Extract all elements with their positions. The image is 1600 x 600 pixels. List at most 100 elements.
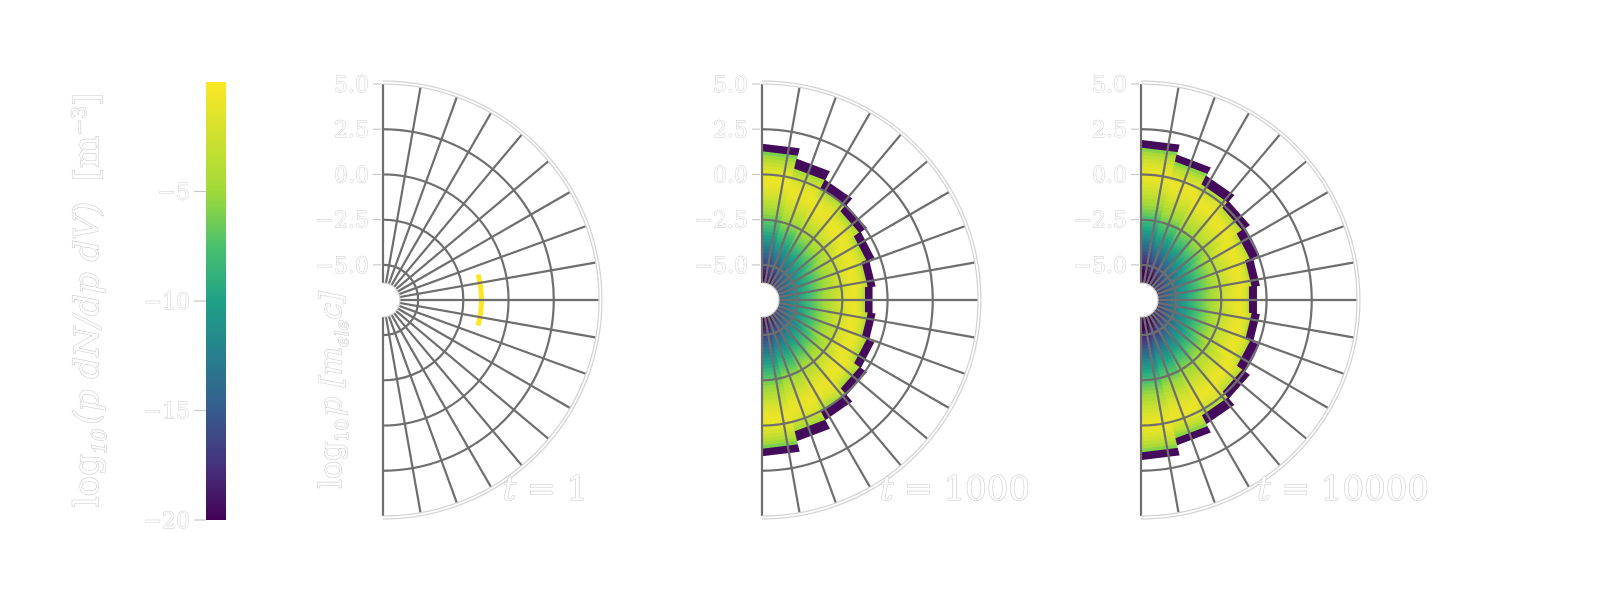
radial-tick-label: 0.0 xyxy=(713,163,748,188)
radial-gridline xyxy=(761,128,934,472)
outer-rim-2 xyxy=(382,80,603,520)
colorbar-tick-label: −5 xyxy=(158,181,190,206)
theta-gridline xyxy=(774,310,929,440)
theta-gridline xyxy=(777,304,966,375)
radial-label-sub2: ele xyxy=(332,320,353,347)
time-annotation-var: t xyxy=(880,469,894,509)
theta-gridline xyxy=(387,96,458,285)
time-annotation: t = 10000 xyxy=(1257,469,1429,509)
colorbar-ticks: −5 −10 −15 −20 xyxy=(143,180,206,534)
radial-gridline xyxy=(761,263,799,337)
heatmap-cell xyxy=(823,179,853,202)
theta-gridline xyxy=(387,315,458,504)
radial-tick-label: 0.0 xyxy=(334,163,369,188)
radial-tick-label: 5.0 xyxy=(1092,73,1127,98)
colorbar-label-expr: (p dN/dp dV) xyxy=(67,202,107,425)
radial-ticks: 5.0 2.5 0.0 −2.5 −5.0 xyxy=(1073,73,1139,279)
radial-label-rest: p [m xyxy=(314,347,349,416)
theta-gridline xyxy=(1151,133,1281,288)
radial-gridline xyxy=(1140,263,1178,337)
radial-axis-label: log10 p [melec] xyxy=(313,291,353,490)
colorbar-label-unit-exp: −3 xyxy=(67,106,91,135)
theta-gridline xyxy=(1157,261,1354,299)
heatmap-cell xyxy=(1204,175,1235,198)
polar-panel-t1000: 5.0 2.5 0.0 −2.5 −5.0 t = 1000 xyxy=(694,73,1031,520)
radial-ticks: 5.0 2.5 0.0 −2.5 −5.0 xyxy=(315,73,381,279)
radial-tick-label: −2.5 xyxy=(316,209,369,234)
theta-gridline xyxy=(1142,316,1180,513)
time-annotation-var: t xyxy=(503,469,517,509)
radial-tick-label: 5.0 xyxy=(713,73,748,98)
theta-gridline xyxy=(774,160,929,290)
radial-gridline xyxy=(1140,128,1313,472)
radial-tick-label: 2.5 xyxy=(1092,118,1127,143)
radial-tick-label: 2.5 xyxy=(334,118,369,143)
colorbar-label-log: log xyxy=(67,454,107,507)
radial-label-end: c] xyxy=(314,291,349,320)
theta-gridline xyxy=(1148,314,1250,488)
colorbar-label-sub: 10 xyxy=(87,428,111,454)
time-annotation: t = 1 xyxy=(503,469,588,509)
theta-gridline xyxy=(399,301,596,339)
polar-grid xyxy=(381,80,603,520)
theta-gridline xyxy=(397,191,571,293)
theta-gridline xyxy=(395,160,550,290)
polar-grid xyxy=(760,80,982,520)
theta-gridline xyxy=(393,133,523,288)
radial-label-log: log xyxy=(314,442,349,489)
colorbar-label-unit-close: ] xyxy=(67,93,107,106)
theta-gridline xyxy=(776,307,950,409)
inner-rim xyxy=(761,282,780,318)
radial-gridline xyxy=(761,173,889,427)
theta-gridline xyxy=(1153,310,1308,440)
time-annotation-value: 1000 xyxy=(943,469,1030,509)
radial-tick-label: −5.0 xyxy=(695,254,748,279)
theta-gridline xyxy=(384,316,422,513)
radial-tick-label: 0.0 xyxy=(1092,163,1127,188)
radial-tick-label: −2.5 xyxy=(1074,209,1127,234)
polar-grid xyxy=(1139,80,1361,520)
radial-gridline xyxy=(382,128,555,472)
theta-gridline xyxy=(399,261,596,299)
theta-gridline xyxy=(763,87,801,284)
time-annotation-var: t xyxy=(1257,469,1271,509)
outer-rim xyxy=(1140,83,1358,517)
colorbar: −5 −10 −15 −20 log10 (p dN/dp dV) [m−3] xyxy=(66,82,226,534)
svg-text:log10(p dN/dp dV) [m−3: log10 (p dN/dp dV) [m−3] xyxy=(67,93,111,507)
theta-gridline xyxy=(1145,315,1216,504)
heatmap-layer xyxy=(1140,139,1260,461)
theta-gridline xyxy=(778,301,975,339)
theta-gridline xyxy=(776,191,950,293)
radial-gridline xyxy=(382,218,465,382)
heatmap-cell xyxy=(858,231,875,259)
time-annotation-value: 1 xyxy=(566,469,588,509)
theta-gridline xyxy=(766,315,837,504)
outer-rim-2 xyxy=(761,80,982,520)
svg-text:log10p [melec]: log10 p [melec] xyxy=(314,291,353,489)
polar-panel-t1: 5.0 2.5 0.0 −2.5 −5.0 t = 1 log10 p [melec] xyxy=(313,73,603,520)
theta-gridline xyxy=(398,304,587,375)
theta-gridline xyxy=(1142,87,1180,284)
radial-label-sub: 10 xyxy=(332,419,353,442)
radial-gridline xyxy=(1140,173,1268,427)
colorbar-tick-label: −15 xyxy=(144,400,190,425)
theta-gridline xyxy=(1156,304,1345,375)
theta-gridline xyxy=(1156,225,1345,296)
heatmap-cell xyxy=(1226,200,1250,228)
theta-gridline xyxy=(398,225,587,296)
theta-gridline xyxy=(766,96,837,285)
radial-gridline xyxy=(382,263,420,337)
inner-rim xyxy=(382,282,401,318)
theta-gridline xyxy=(1151,312,1281,467)
heatmap-cell xyxy=(1175,154,1211,171)
theta-gridline xyxy=(390,314,492,488)
theta-gridline xyxy=(395,310,550,440)
theta-gridline xyxy=(1155,307,1329,409)
theta-gridline xyxy=(778,261,975,299)
inner-rim xyxy=(1140,282,1159,318)
theta-gridline xyxy=(397,307,571,409)
theta-gridline xyxy=(772,312,902,467)
radial-tick-label: −2.5 xyxy=(695,209,748,234)
colorbar-label: log10 (p dN/dp dV) [m−3] xyxy=(66,92,111,507)
theta-gridline xyxy=(390,112,492,286)
